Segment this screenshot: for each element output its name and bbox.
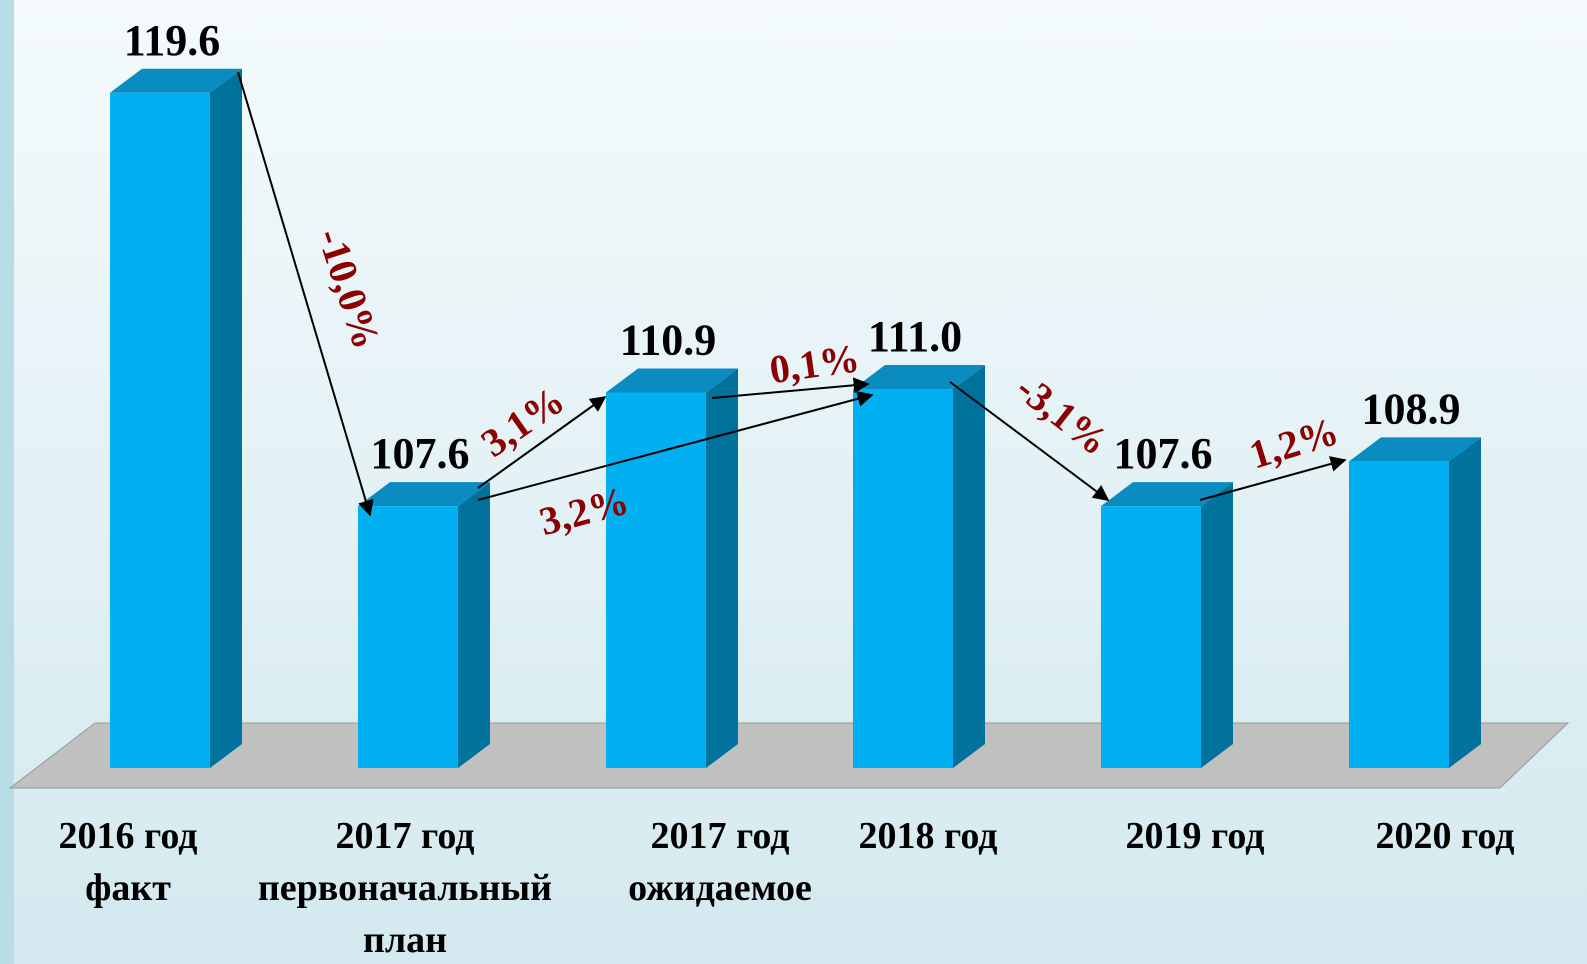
bar	[358, 506, 458, 768]
bar	[1349, 461, 1449, 768]
bar	[606, 392, 706, 768]
arrow	[711, 377, 870, 399]
x-tick-line: ожидаемое	[628, 867, 812, 909]
arrow	[237, 71, 374, 517]
arrow	[477, 390, 874, 501]
x-tick-line: 2019 год	[1126, 815, 1265, 857]
bar-side	[458, 482, 490, 768]
bar-top	[1101, 482, 1233, 507]
bar-top	[606, 368, 738, 393]
x-tick-line: 2018 год	[859, 815, 998, 857]
x-tick-label: 2019 год	[1126, 815, 1265, 857]
bar-top	[110, 68, 242, 93]
arrow	[477, 396, 607, 489]
x-tick-label: 2020 год	[1376, 815, 1515, 857]
bar-side	[210, 68, 242, 768]
value-label: 111.0	[868, 312, 962, 361]
value-label: 119.6	[124, 16, 221, 65]
floor	[8, 722, 1570, 789]
x-tick-line: 2017 год	[336, 815, 475, 857]
x-tick-label: 2017 год первоначальный план	[258, 815, 552, 961]
x-tick-line: 2020 год	[1376, 815, 1515, 857]
bar-side	[953, 365, 985, 768]
arrow	[949, 381, 1110, 501]
bar	[853, 389, 953, 768]
left-edge	[0, 0, 14, 964]
x-tick-line: 2016 год	[59, 815, 198, 857]
x-tick-label: 2018 год	[859, 815, 998, 857]
value-label: 110.9	[620, 315, 717, 364]
bar-top	[358, 482, 490, 507]
bar-side	[706, 368, 738, 768]
bar	[1101, 506, 1201, 768]
x-tick-line: факт	[85, 867, 171, 909]
x-tick-line: первоначальный	[258, 867, 552, 909]
value-label: 107.6	[371, 429, 470, 478]
value-label: 107.6	[1114, 429, 1213, 478]
x-tick-line: 2017 год	[651, 815, 790, 857]
value-label: 108.9	[1362, 384, 1461, 433]
bar-side	[1449, 437, 1481, 768]
x-tick-line: план	[363, 919, 447, 961]
x-tick-label: 2017 год ожидаемое	[628, 815, 812, 909]
bar-top	[1349, 437, 1481, 462]
bar	[110, 92, 210, 768]
bar-side	[1201, 482, 1233, 768]
arrow	[1199, 456, 1347, 501]
x-tick-label: 2016 год факт	[59, 815, 198, 909]
